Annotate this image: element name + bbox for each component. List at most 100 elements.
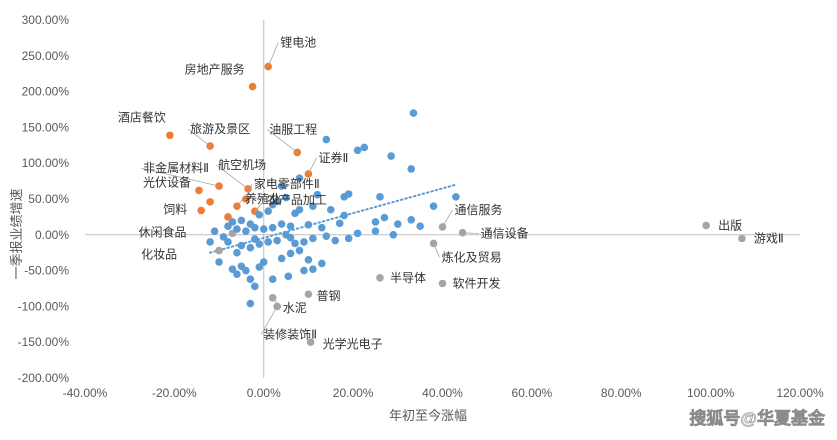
leader-line — [260, 306, 278, 335]
point-label: 农产品加工 — [267, 193, 327, 207]
data-point — [295, 246, 304, 255]
data-point — [264, 207, 273, 215]
point-label: 房地产服务 — [185, 62, 245, 77]
data-point — [246, 243, 255, 252]
data-point — [228, 218, 237, 226]
point-label: 旅游及景区 — [190, 122, 250, 136]
data-point — [300, 238, 308, 246]
point-label: 普钢 — [316, 289, 340, 303]
data-point — [210, 227, 219, 236]
watermark-text: 搜狐号@华夏基金 — [689, 408, 826, 428]
data-point — [255, 240, 264, 248]
data-point — [318, 223, 326, 232]
data-point — [304, 290, 313, 299]
point-label: 证券Ⅱ — [318, 150, 348, 165]
x-tick-label: 60.00% — [512, 386, 553, 400]
x-tick-label: 0.00% — [247, 386, 281, 400]
data-point — [452, 193, 460, 201]
data-point — [248, 82, 257, 91]
data-point — [340, 193, 348, 201]
x-tick-label: 100.00% — [687, 386, 735, 400]
y-tick-label: 50.00% — [28, 192, 69, 206]
point-label: 装修装饰Ⅱ — [263, 326, 317, 341]
data-point — [237, 216, 246, 225]
point-label: 休闲食品 — [138, 224, 186, 239]
y-tick-label: 250.00% — [22, 49, 70, 63]
x-tick-label: 80.00% — [601, 386, 642, 400]
data-point — [291, 209, 299, 218]
data-point — [409, 109, 418, 117]
point-label: 游戏Ⅱ — [754, 231, 784, 245]
data-point — [268, 200, 277, 209]
data-point — [233, 225, 241, 233]
data-point — [195, 186, 203, 195]
data-point — [376, 193, 384, 201]
data-point — [309, 202, 317, 210]
data-point — [371, 227, 380, 236]
data-point — [738, 234, 746, 243]
data-point — [273, 236, 281, 245]
data-point — [251, 235, 259, 243]
data-point — [197, 206, 205, 215]
data-point — [335, 219, 344, 228]
data-point — [340, 211, 348, 220]
data-point — [215, 258, 223, 266]
data-point — [394, 220, 402, 228]
data-point — [326, 205, 335, 214]
y-tick-label: -100.00% — [18, 299, 70, 313]
data-point — [380, 213, 389, 222]
data-point — [255, 210, 264, 219]
point-label: 光学光电子 — [323, 336, 383, 351]
data-point — [353, 146, 362, 155]
y-tick-label: 300.00% — [22, 13, 70, 27]
data-point — [344, 234, 353, 243]
x-tick-label: 20.00% — [333, 386, 374, 400]
point-label: 家电零部件Ⅱ — [254, 176, 320, 191]
leader-line — [267, 42, 279, 67]
y-tick-label: 200.00% — [22, 85, 70, 99]
data-point — [224, 213, 232, 221]
leader-line — [308, 157, 317, 175]
point-label: 炼化及贸易 — [442, 249, 502, 264]
point-label: 软件开发 — [453, 275, 501, 290]
data-point — [353, 229, 362, 238]
y-tick-label: -150.00% — [18, 335, 70, 349]
data-point — [407, 215, 416, 224]
leader-line — [267, 129, 298, 153]
data-point — [360, 143, 369, 152]
data-point — [268, 275, 277, 283]
axes-layer: -40.00% -20.00% 0.00% 20.00% 40.00% 60.00% 80.… — [18, 13, 824, 400]
leader-line — [462, 232, 479, 235]
leader-line — [245, 183, 253, 200]
data-point — [407, 165, 416, 173]
data-point — [331, 236, 340, 245]
data-point — [246, 275, 255, 283]
x-tick-label: 40.00% — [422, 386, 463, 400]
data-point — [282, 231, 290, 239]
data-point — [295, 174, 304, 183]
data-point — [233, 248, 241, 257]
data-point — [304, 256, 313, 264]
data-point — [376, 273, 384, 282]
data-point — [206, 198, 214, 206]
leader-line — [272, 297, 281, 309]
data-point — [242, 266, 250, 275]
data-point — [322, 232, 331, 241]
point-label: 饲料 — [163, 202, 187, 216]
data-point — [219, 233, 228, 241]
data-point — [389, 231, 398, 239]
data-point — [318, 259, 326, 268]
data-point — [286, 222, 295, 231]
point-label: 锂电池 — [280, 35, 316, 50]
leader-line — [433, 243, 440, 258]
leader-line — [215, 164, 249, 190]
data-point — [215, 246, 223, 255]
point-label: 通信服务 — [455, 202, 503, 217]
data-point — [277, 254, 286, 263]
point-label: 油服工程 — [269, 121, 317, 136]
data-point — [284, 272, 293, 281]
data-point — [251, 282, 259, 291]
data-point — [322, 135, 331, 144]
data-point — [255, 263, 264, 271]
